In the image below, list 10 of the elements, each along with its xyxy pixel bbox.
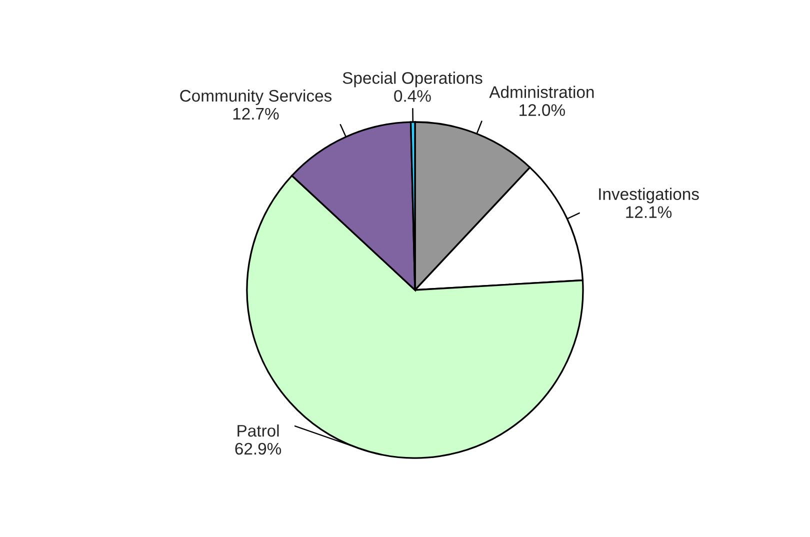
slice-label: Patrol	[238, 424, 279, 437]
slice-label: Investigations	[599, 188, 699, 204]
data-label: 62.9%	[235, 442, 282, 455]
slice-label: Special Operations	[342, 72, 482, 88]
data-label: 12.7%	[233, 108, 279, 120]
data-label: 0.4%	[394, 90, 431, 102]
slice-label: Administration	[489, 86, 594, 98]
data-label: 12.1%	[626, 206, 672, 218]
slice-label: Community Services	[180, 89, 332, 106]
data-label: 12.0%	[520, 104, 565, 116]
